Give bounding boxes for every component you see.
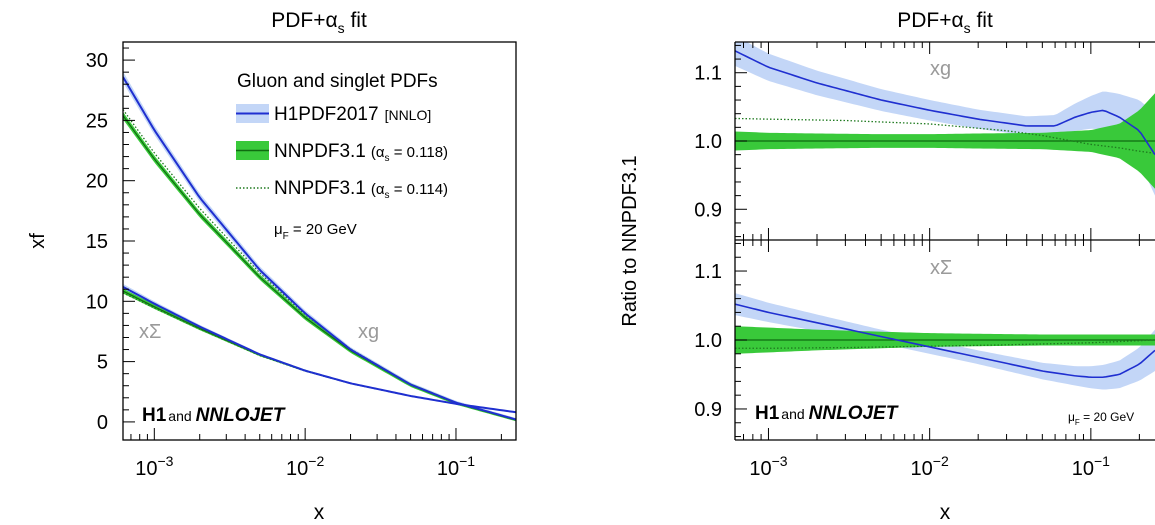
right-ylabel: Ratio to NNPDF3.1 [619, 155, 641, 326]
legend-entry-h1pdf2017: H1PDF2017 [NNLO] [236, 104, 431, 125]
ratio-panel-xsigma [735, 293, 1155, 390]
label-xsigma: xΣ [139, 321, 161, 343]
right-axes: 0.9 1.0 1.1 0.9 1.0 1.1 10−3 10−2 10−1 [694, 42, 1140, 480]
left-chart: PDF+αs fit 0 5 10 15 20 25 30 10−3 10−2 10−1 xf x… [27, 9, 517, 524]
left-scale-label: μF = 20 GeV [274, 221, 357, 242]
ratio-label-xg: xg [930, 58, 951, 80]
ratio-xg-h1-line [735, 50, 1155, 156]
ratio-y-tick-label: 1.0 [694, 330, 722, 352]
left-brand: H1 and NNLOJET [142, 405, 286, 426]
ratio-label-xsigma: xΣ [930, 257, 952, 279]
left-plot-area [123, 71, 516, 422]
left-xlabel: x [314, 501, 325, 524]
ratio-xg-h1-band [735, 42, 1155, 196]
x-tick-label: 10−2 [286, 453, 324, 480]
y-tick-label: 10 [86, 291, 108, 313]
ratio-y-tick-label: 1.0 [694, 131, 722, 153]
legend-label-nnpdf-0118: NNPDF3.1 (αs = 0.118) [274, 141, 448, 164]
h1pdf2017-xg-line [123, 76, 516, 421]
h1pdf2017-xsigma-band [123, 283, 516, 413]
left-axes: 0 5 10 15 20 25 30 10−3 10−2 10−1 [86, 47, 502, 480]
ratio-y-tick-label: 1.1 [694, 261, 722, 283]
h1pdf2017-xsigma-line [123, 285, 516, 414]
ratio-y-tick-label: 1.1 [694, 63, 722, 85]
legend-entry-nnpdf-0114: NNPDF3.1 (αs = 0.114) [236, 178, 448, 201]
left-legend: Gluon and singlet PDFs H1PDF2017 [NNLO] N… [236, 71, 448, 201]
ratio-xsigma-nnpdf-0114-line [735, 339, 1155, 349]
y-tick-label: 30 [86, 50, 108, 72]
right-brand: H1 and NNLOJET [755, 403, 899, 424]
left-chart-title: PDF+αs fit [271, 9, 367, 36]
legend-label-h1pdf2017: H1PDF2017 [NNLO] [274, 104, 431, 125]
x-tick-label: 10−3 [135, 453, 173, 480]
nnpdf-0114-xsigma-line [123, 292, 516, 413]
nnpdf-0118-xsigma-band [123, 288, 516, 413]
left-ylabel: xf [27, 233, 49, 249]
y-tick-label: 5 [97, 352, 108, 374]
x-tick-label: 10−1 [437, 453, 475, 480]
legend-entry-nnpdf-0118: NNPDF3.1 (αs = 0.118) [236, 141, 448, 164]
x-tick-label: 10−1 [1072, 453, 1110, 480]
right-chart: PDF+αs fit 0.9 1.0 1.1 0.9 1.0 1.1 10−3 10−2 10−… [619, 9, 1155, 524]
ratio-y-tick-label: 0.9 [694, 399, 722, 421]
ratio-xsigma-h1-line [735, 303, 1155, 379]
right-scale-label: μF = 20 GeV [1068, 410, 1134, 427]
x-tick-label: 10−2 [911, 453, 949, 480]
y-tick-label: 20 [86, 171, 108, 193]
right-xlabel: x [940, 501, 951, 524]
x-tick-label: 10−3 [749, 453, 787, 480]
ratio-xg-nnpdf-0114-line [735, 117, 1155, 154]
left-plot-frame [122, 41, 517, 441]
legend-label-nnpdf-0114: NNPDF3.1 (αs = 0.114) [274, 178, 448, 201]
y-tick-label: 25 [86, 110, 108, 132]
ratio-xsigma-h1-band [735, 293, 1155, 390]
nnpdf-0118-xsigma-line [123, 290, 516, 413]
legend-header: Gluon and singlet PDFs [237, 71, 438, 92]
ratio-panel-xg [735, 42, 1155, 196]
label-xg: xg [358, 321, 379, 343]
y-tick-label: 15 [86, 231, 108, 253]
right-chart-title: PDF+αs fit [897, 9, 993, 36]
y-tick-label: 0 [97, 412, 108, 434]
ratio-y-tick-label: 0.9 [694, 199, 722, 221]
